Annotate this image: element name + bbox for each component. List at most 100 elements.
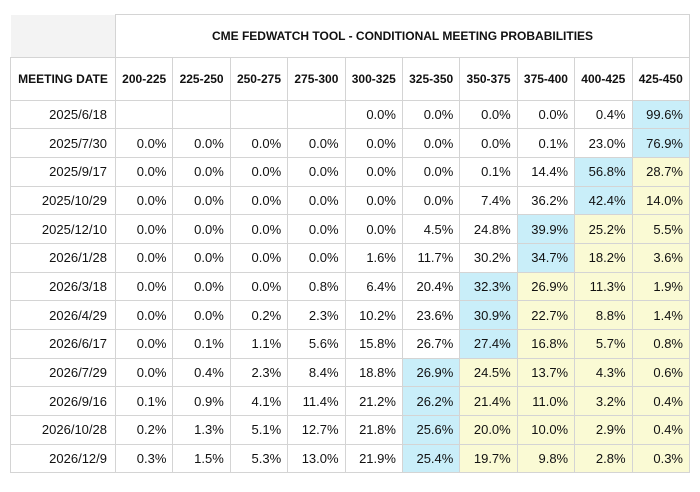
probability-cell: 0.4% [172,357,231,388]
probability-cell: 56.8% [574,156,633,187]
probability-cell: 25.2% [574,214,633,244]
probability-cell: 1.4% [631,300,691,330]
probability-cell: 0.4% [631,415,691,445]
probability-cell: 15.8% [344,329,403,359]
probability-cell: 30.2% [459,242,518,273]
probability-cell: 0.0% [344,214,403,244]
column-header: 225-250 [172,56,231,101]
meeting-date: 2026/12/9 [10,443,116,474]
probability-cell [114,99,174,130]
probability-cell: 0.0% [114,357,174,388]
column-header: 250-275 [229,56,289,101]
column-header: 375-400 [516,56,576,101]
meeting-date: 2026/3/18 [10,271,116,302]
probability-cell: 11.7% [401,242,461,273]
probability-cell: 76.9% [631,128,691,158]
probability-cell: 0.3% [114,443,174,474]
title-row: CME FEDWATCH TOOL - CONDITIONAL MEETING … [10,14,690,58]
probability-cell: 1.1% [229,329,289,359]
probability-cell: 5.1% [229,415,289,445]
probability-cell: 0.0% [401,99,461,130]
probability-cell: 0.8% [631,329,691,359]
probability-cell: 0.1% [459,156,518,187]
probability-cell: 21.4% [459,386,518,417]
probability-cell: 0.0% [287,214,346,244]
column-header: 325-350 [401,56,461,101]
probability-cell: 20.0% [459,415,518,445]
probability-cell: 0.0% [344,128,403,158]
probability-cell: 9.8% [516,443,576,474]
data-row: 2026/7/29 0.0% 0.4% 2.3% 8.4% 18.8% 26.9% 24.5%… [10,357,691,388]
probability-cell: 0.0% [114,214,174,244]
probability-cell: 11.4% [287,386,346,417]
probability-cell: 0.0% [172,300,231,330]
probability-table: CME FEDWATCH TOOL - CONDITIONAL MEETING … [10,14,691,474]
probability-cell: 7.4% [459,185,518,216]
probability-cell: 18.2% [574,242,633,273]
probability-cell: 10.2% [344,300,403,330]
probability-cell: 39.9% [516,214,576,244]
column-header: 275-300 [287,56,346,101]
probability-cell: 13.7% [516,357,576,388]
probability-cell: 42.4% [574,185,633,216]
probability-cell [172,99,231,130]
probability-cell: 0.0% [172,128,231,158]
probability-cell: 11.0% [516,386,576,417]
probability-cell: 4.1% [229,386,289,417]
probability-cell: 0.0% [344,99,403,130]
meeting-date: 2026/6/17 [10,329,116,359]
data-row: 2026/12/9 0.3% 1.5% 5.3% 13.0% 21.9% 25.4% 19.7… [10,443,691,474]
probability-cell [287,99,346,130]
data-row: 2026/3/18 0.0% 0.0% 0.0% 0.8% 6.4% 20.4% 32.3% 2… [10,271,691,302]
probability-cell: 20.4% [401,271,461,302]
probability-cell: 0.0% [401,156,461,187]
corner-cell [10,14,116,58]
meeting-date: 2026/7/29 [10,357,116,388]
probability-cell: 0.0% [287,128,346,158]
probability-cell: 26.9% [516,271,576,302]
probability-cell: 6.4% [344,271,403,302]
probability-cell: 26.7% [401,329,461,359]
data-row: 2026/6/17 0.0% 0.1% 1.1% 5.6% 15.8% 26.7% 27.4%… [10,329,691,359]
probability-cell: 0.8% [287,271,346,302]
probability-cell: 0.0% [287,156,346,187]
meeting-date: 2026/9/16 [10,386,116,417]
column-header: 400-425 [574,56,633,101]
probability-cell: 5.5% [631,214,691,244]
meeting-date: 2025/12/10 [10,214,116,244]
probability-cell: 0.0% [114,271,174,302]
meeting-date: 2025/9/17 [10,156,116,187]
probability-cell: 2.3% [287,300,346,330]
probability-cell: 18.8% [344,357,403,388]
probability-cell: 23.0% [574,128,633,158]
probability-cell: 22.7% [516,300,576,330]
probability-cell: 25.4% [401,443,461,474]
probability-cell: 99.6% [631,99,691,130]
probability-cell: 1.6% [344,242,403,273]
probability-cell [229,99,289,130]
probability-cell: 5.7% [574,329,633,359]
probability-cell: 21.9% [344,443,403,474]
meeting-date: 2026/1/28 [10,242,116,273]
probability-cell: 0.2% [229,300,289,330]
column-header: 350-375 [459,56,518,101]
probability-cell: 0.0% [114,242,174,273]
column-header: 300-325 [344,56,403,101]
probability-cell: 21.2% [344,386,403,417]
probability-cell: 5.6% [287,329,346,359]
probability-cell: 11.3% [574,271,633,302]
probability-cell: 0.0% [172,242,231,273]
probability-cell: 24.8% [459,214,518,244]
probability-cell: 0.1% [172,329,231,359]
probability-cell: 3.2% [574,386,633,417]
data-row: 2026/4/29 0.0% 0.0% 0.2% 2.3% 10.2% 23.6% 30.9%… [10,300,691,330]
probability-cell: 4.3% [574,357,633,388]
probability-cell: 3.6% [631,242,691,273]
probability-cell: 0.4% [631,386,691,417]
data-row: 2025/9/17 0.0% 0.0% 0.0% 0.0% 0.0% 0.0% 0.1% 14.… [10,156,691,187]
probability-cell: 0.0% [114,300,174,330]
probability-cell: 32.3% [459,271,518,302]
data-row: 2026/10/28 0.2% 1.3% 5.1% 12.7% 21.8% 25.6% 20.… [10,415,691,445]
data-row: 2026/9/16 0.1% 0.9% 4.1% 11.4% 21.2% 26.2% 21.4… [10,386,691,417]
